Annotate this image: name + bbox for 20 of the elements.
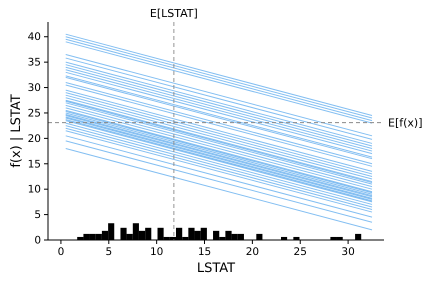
x-axis-title: LSTAT bbox=[196, 261, 236, 276]
y-tick-label: 25 bbox=[28, 107, 41, 120]
ref-line-label: E[LSTAT] bbox=[150, 7, 198, 20]
x-tick-label: 30 bbox=[341, 246, 355, 258]
x-tick-label: 25 bbox=[294, 246, 307, 258]
y-axis-title: f(x) | LSTAT bbox=[9, 94, 24, 168]
y-tick-label: 0 bbox=[34, 234, 41, 246]
x-tick-label: 15 bbox=[198, 246, 212, 258]
x-tick-label: 20 bbox=[246, 246, 260, 258]
y-tick-label: 35 bbox=[28, 56, 41, 69]
ref-line-label: E[f(x)] bbox=[388, 116, 422, 130]
y-tick-label: 30 bbox=[28, 82, 41, 94]
y-tick-label: 20 bbox=[28, 132, 41, 145]
x-tick-label: 5 bbox=[105, 246, 112, 258]
y-tick-label: 10 bbox=[28, 184, 41, 196]
y-tick-label: 5 bbox=[34, 209, 41, 222]
x-tick-label: 10 bbox=[150, 246, 164, 258]
y-tick-label: 15 bbox=[28, 158, 41, 170]
y-tick-label: 40 bbox=[28, 31, 41, 44]
x-tick-label: 0 bbox=[58, 246, 64, 258]
